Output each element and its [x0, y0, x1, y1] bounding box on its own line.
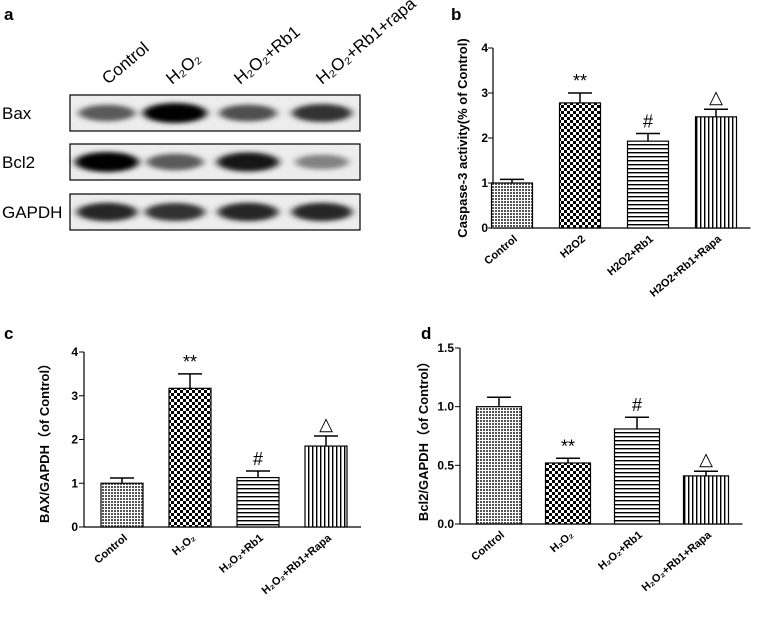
- bar: [236, 476, 280, 528]
- bcl2-gapdh-chart: 0.0 0.5 1.0 1.5 Bcl2/GAPDH（of Control） Contro…: [416, 341, 743, 594]
- bar: [613, 428, 661, 525]
- caspase3-chart: 0 1 2 3 4 Caspase-3 activity(% of Control) Con…: [455, 38, 751, 300]
- blot-band: [146, 153, 204, 171]
- x-tick-label: H₂O₂+Rb1: [217, 532, 266, 576]
- bar: [626, 140, 670, 229]
- y-tick-label: 0: [71, 520, 78, 534]
- significance-mark: #: [643, 112, 653, 132]
- panel-b-label: b: [451, 5, 461, 24]
- y-tick-label: 0.0: [437, 517, 454, 531]
- blot-band: [291, 202, 353, 222]
- lane-label: H₂O₂+Rb1: [230, 22, 303, 88]
- panel-d-label: d: [421, 324, 431, 343]
- blot-band: [216, 152, 280, 172]
- y-tick-label: 4: [481, 41, 488, 55]
- significance-mark: **: [183, 352, 197, 372]
- lane-label: H₂O₂: [162, 49, 204, 88]
- y-tick-label: 3: [71, 389, 78, 403]
- y-axis-label: BAX/GAPDH（of Control）: [37, 357, 52, 523]
- x-tick-label: H₂O₂: [170, 532, 198, 558]
- blot-row: GAPDH: [2, 193, 361, 231]
- x-tick-label: H2O2: [558, 233, 588, 261]
- lane-label: H₂O₂+Rb1+rapa: [312, 0, 419, 88]
- significance-mark: #: [253, 449, 263, 469]
- y-tick-label: 3: [481, 86, 488, 100]
- blot-band: [219, 104, 277, 122]
- blot-band: [78, 104, 136, 122]
- blot-band: [217, 202, 279, 222]
- blot-band: [295, 154, 349, 170]
- y-tick-label: 1.5: [437, 341, 454, 355]
- significance-mark: △: [699, 449, 713, 469]
- bar: [682, 475, 730, 525]
- x-tick-label: Control: [482, 233, 520, 267]
- significance-mark: △: [709, 87, 723, 107]
- y-tick-label: 1: [481, 176, 488, 190]
- y-tick-label: 2: [71, 433, 78, 447]
- blot-band: [75, 152, 139, 172]
- blot-row: Bax: [2, 94, 361, 132]
- bax-gapdh-chart: 0 1 2 3 4 BAX/GAPDH（of Control） Control ** H₂O₂ #…: [37, 345, 361, 597]
- bar: [168, 387, 212, 528]
- blot-band: [292, 104, 352, 122]
- significance-mark: **: [561, 436, 575, 456]
- panel-a-label: a: [4, 5, 14, 24]
- significance-mark: △: [319, 414, 333, 434]
- x-tick-label: H2O2+Rb1: [605, 233, 656, 278]
- lane-label: Control: [98, 38, 152, 88]
- x-tick-label: Control: [92, 532, 130, 566]
- blot-band: [143, 103, 207, 123]
- panel-c-label: c: [4, 324, 13, 343]
- bar: [475, 406, 523, 525]
- blot-row-label: Bax: [2, 104, 32, 123]
- significance-mark: **: [573, 71, 587, 91]
- bar: [544, 462, 592, 525]
- blot-row-label: GAPDH: [2, 203, 62, 222]
- blot-band: [76, 202, 138, 222]
- lane-labels: Control H₂O₂ H₂O₂+Rb1 H₂O₂+Rb1+rapa: [98, 0, 419, 88]
- x-tick-label: H₂O₂+Rb1: [596, 529, 645, 573]
- y-tick-label: 0.5: [437, 458, 454, 472]
- x-tick-label: H₂O₂: [548, 529, 576, 555]
- y-tick-label: 4: [71, 345, 78, 359]
- y-tick-label: 1: [71, 476, 78, 490]
- western-blot: Control H₂O₂ H₂O₂+Rb1 H₂O₂+Rb1+rapa Bax B…: [2, 0, 420, 231]
- blot-band: [145, 203, 205, 221]
- bar: [100, 482, 144, 528]
- x-tick-label: Control: [469, 529, 507, 563]
- y-axis-label: Caspase-3 activity(% of Control): [455, 38, 470, 237]
- bar: [558, 102, 602, 229]
- x-tick-label: H₂O₂+Rb1+Rapa: [260, 532, 335, 598]
- y-tick-label: 1.0: [437, 400, 454, 414]
- significance-mark: #: [632, 395, 642, 415]
- x-tick-label: H₂O₂+Rb1+Rapa: [640, 529, 715, 595]
- bar: [304, 445, 348, 528]
- blot-row-label: Bcl2: [2, 153, 35, 172]
- blot-row: Bcl2: [2, 143, 361, 181]
- y-axis-label: Bcl2/GAPDH（of Control）: [416, 355, 431, 521]
- bar: [694, 116, 738, 229]
- bar: [490, 182, 534, 229]
- y-tick-label: 0: [481, 221, 488, 235]
- x-tick-label: H2O2+Rb1+Rapa: [648, 233, 725, 300]
- y-tick-label: 2: [481, 131, 488, 145]
